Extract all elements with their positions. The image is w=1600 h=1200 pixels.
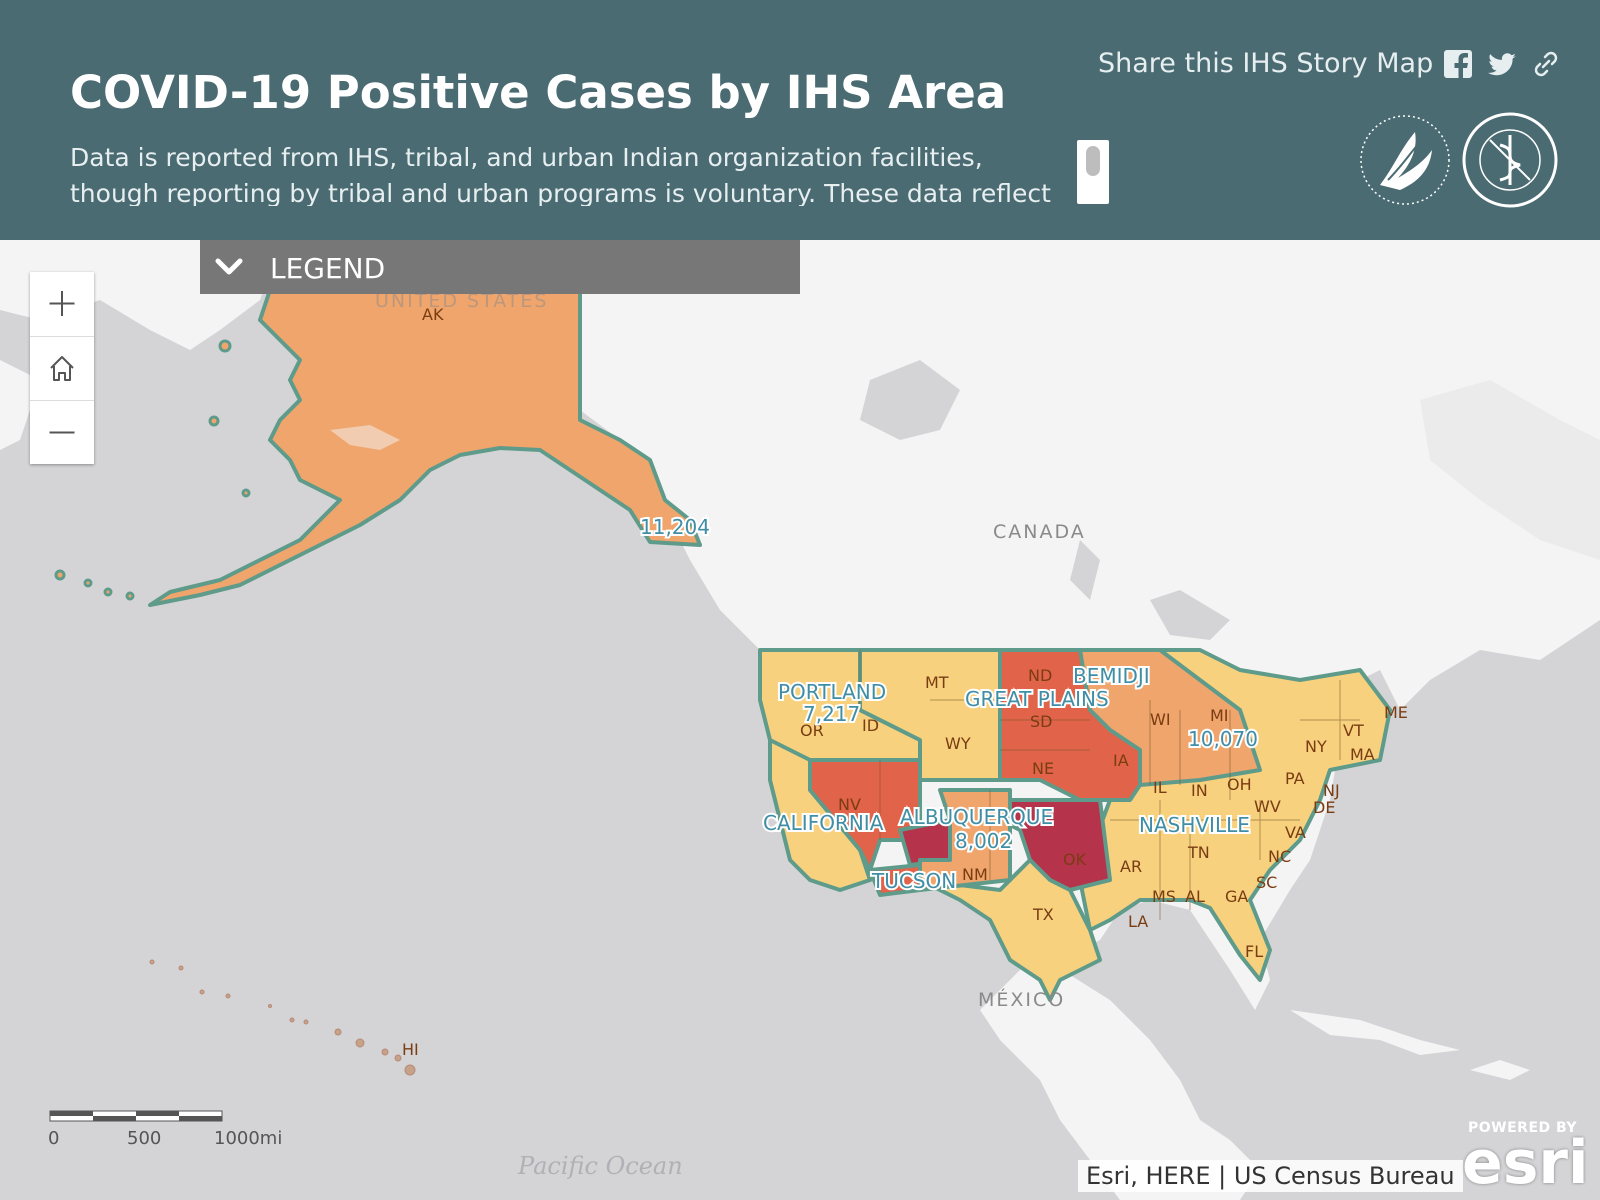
area-count-bemidji: 10,070 — [1188, 727, 1258, 751]
state-label-al: AL — [1185, 887, 1205, 906]
twitter-icon[interactable] — [1486, 48, 1518, 80]
legend-label: LEGEND — [270, 252, 386, 285]
zoom-in-button[interactable] — [30, 272, 94, 335]
aleutian-islands — [54, 339, 251, 601]
zoom-out-button[interactable] — [30, 400, 94, 464]
state-label-oh: OH — [1227, 775, 1252, 794]
share-label: Share this IHS Story Map — [1098, 48, 1434, 79]
map-view[interactable]: CANADA MÉXICO UNITED STATES Pacific Ocea… — [0, 240, 1600, 1200]
state-label-tx: TX — [1032, 905, 1054, 924]
ihs-seal-icon — [1462, 112, 1558, 208]
state-label-nd: ND — [1028, 666, 1052, 685]
us-areas[interactable] — [758, 648, 1392, 1002]
state-label-il: IL — [1153, 778, 1167, 797]
state-label-tn: TN — [1187, 843, 1210, 862]
facebook-icon[interactable] — [1442, 48, 1474, 80]
state-label-ar: AR — [1120, 857, 1142, 876]
state-labels: AK HI OR ID MT WY ND SD NE IA WI MI IL I… — [402, 305, 1408, 1059]
state-label-mi: MI — [1210, 706, 1229, 725]
label-mexico: MÉXICO — [978, 988, 1065, 1011]
label-canada: CANADA — [993, 521, 1086, 543]
description-scrollbar[interactable] — [1077, 140, 1109, 204]
state-label-ga: GA — [1225, 887, 1248, 906]
state-label-ny: NY — [1305, 737, 1327, 756]
state-label-nj: NJ — [1323, 781, 1340, 800]
area-label-albuquerque: ALBUQUERQUE — [900, 805, 1053, 829]
state-label-wi: WI — [1150, 710, 1171, 729]
scale-label-500: 500 — [127, 1128, 162, 1149]
area-count-albuquerque: 8,002 — [955, 829, 1012, 853]
scale-bar: 0 500 1000mi — [48, 1108, 308, 1149]
area-tucson — [868, 863, 922, 897]
state-label-ak: AK — [422, 305, 444, 324]
state-borders — [859, 650, 1360, 920]
description-text[interactable]: Data is reported from IHS, tribal, and u… — [70, 143, 1051, 206]
state-label-vt: VT — [1343, 721, 1364, 740]
story-map-header: COVID-19 Positive Cases by IHS Area Data… — [0, 0, 1600, 240]
area-label-portland: PORTLAND — [778, 680, 886, 704]
state-label-me: ME — [1384, 703, 1408, 722]
state-label-fl: FL — [1245, 942, 1263, 961]
area-texas — [918, 858, 1102, 1002]
minus-icon — [49, 431, 75, 434]
zoom-controls — [30, 272, 94, 464]
legend-toggle[interactable]: LEGEND — [200, 240, 800, 294]
state-label-nv: NV — [838, 795, 861, 814]
area-labels: 11,204 PORTLAND 7,217 BEMIDJI 10,070 GRE… — [638, 513, 1260, 895]
state-label-ms: MS — [1152, 887, 1176, 906]
state-label-wy: WY — [945, 734, 971, 753]
map-canvas[interactable]: CANADA MÉXICO UNITED STATES Pacific Ocea… — [0, 240, 1600, 1200]
scale-label-1000: 1000mi — [214, 1128, 283, 1149]
alaska-region[interactable] — [148, 288, 702, 607]
area-label-tucson: TUCSON — [871, 869, 956, 893]
area-great-plains — [998, 648, 1142, 802]
state-label-sc: SC — [1256, 873, 1277, 892]
state-label-nc: NC — [1268, 847, 1291, 866]
scrollbar-thumb[interactable] — [1086, 146, 1100, 176]
basemap-lakes — [860, 360, 1230, 640]
link-icon[interactable] — [1530, 48, 1562, 80]
state-label-va: VA — [1285, 823, 1306, 842]
state-label-de: DE — [1313, 798, 1335, 817]
area-phoenix — [808, 758, 922, 872]
state-label-ma: MA — [1350, 745, 1375, 764]
state-label-la: LA — [1128, 912, 1148, 931]
state-label-pa: PA — [1285, 769, 1305, 788]
hhs-seal-icon — [1360, 115, 1450, 205]
map-attribution[interactable]: Esri, HERE | US Census Bureau — [1078, 1160, 1463, 1192]
plus-icon — [49, 291, 75, 316]
page-title: COVID-19 Positive Cases by IHS Area — [70, 66, 1007, 119]
label-united-states: UNITED STATES — [375, 290, 548, 312]
area-label-great-plains: GREAT PLAINS — [965, 687, 1109, 711]
state-label-sd: SD — [1030, 712, 1052, 731]
esri-logo[interactable]: esri — [1462, 1128, 1589, 1198]
state-label-nm: NM — [962, 865, 988, 884]
powered-by-label: POWERED BY — [1468, 1120, 1578, 1136]
hawaii-islands[interactable] — [149, 959, 416, 1076]
state-label-or: OR — [800, 721, 824, 740]
label-pacific-ocean: Pacific Ocean — [517, 1152, 683, 1180]
agency-logos — [1360, 112, 1558, 208]
area-label-bemidji: BEMIDJI — [1073, 664, 1150, 688]
state-label-ia: IA — [1113, 751, 1129, 770]
state-label-wv: WV — [1254, 797, 1281, 816]
area-count-alaska: 11,204 — [640, 515, 710, 539]
scale-bar-graphic — [49, 1110, 223, 1122]
scale-label-0: 0 — [48, 1128, 60, 1149]
state-label-in: IN — [1191, 781, 1208, 800]
area-label-california: CALIFORNIA — [763, 811, 884, 835]
home-button[interactable] — [30, 336, 94, 400]
state-label-hi: HI — [402, 1040, 419, 1059]
state-label-id: ID — [862, 716, 879, 735]
state-label-mt: MT — [925, 673, 949, 692]
chevron-down-icon — [215, 258, 243, 275]
state-label-ok: OK — [1063, 850, 1087, 869]
state-label-ne: NE — [1032, 759, 1054, 778]
area-count-portland: 7,217 — [803, 702, 860, 726]
area-label-nashville: NASHVILLE — [1139, 813, 1250, 837]
home-icon — [50, 356, 74, 381]
